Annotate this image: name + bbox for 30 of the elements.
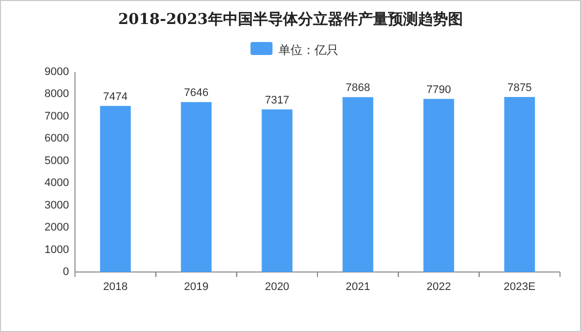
y-tick-label: 4000 xyxy=(44,177,69,190)
y-tick-label: 7000 xyxy=(44,110,69,122)
data-label: 7317 xyxy=(264,94,290,106)
bar xyxy=(262,109,292,272)
legend-label: 单位：亿只 xyxy=(278,43,338,57)
y-tick-label: 9000 xyxy=(44,66,69,78)
data-label: 7875 xyxy=(507,82,532,94)
x-tick-label: 2018 xyxy=(103,281,128,293)
bar xyxy=(180,102,212,272)
bar xyxy=(504,97,535,272)
chart-title: 2018-2023年中国半导体分立器件产量预测趋势图 xyxy=(118,10,463,28)
bar xyxy=(342,97,374,272)
data-label: 7790 xyxy=(426,84,451,96)
y-tick-label: 0 xyxy=(62,266,69,278)
y-tick-label: 1000 xyxy=(44,244,69,256)
data-label: 7474 xyxy=(103,90,128,103)
y-tick-label: 2000 xyxy=(44,222,69,234)
bar xyxy=(423,98,454,272)
y-tick-label: 3000 xyxy=(44,199,69,212)
x-tick-label: 2019 xyxy=(184,281,208,293)
data-label: 7646 xyxy=(184,87,208,100)
y-tick-label: 6000 xyxy=(44,132,69,145)
x-tick-label: 2021 xyxy=(346,281,370,293)
y-tick-label: 8000 xyxy=(44,88,69,100)
data-label: 7868 xyxy=(346,82,370,94)
x-tick-label: 2023E xyxy=(504,281,536,293)
y-tick-label: 5000 xyxy=(44,154,69,167)
x-tick-label: 2022 xyxy=(426,281,451,293)
bar xyxy=(100,106,131,272)
x-tick-label: 2020 xyxy=(264,281,290,293)
